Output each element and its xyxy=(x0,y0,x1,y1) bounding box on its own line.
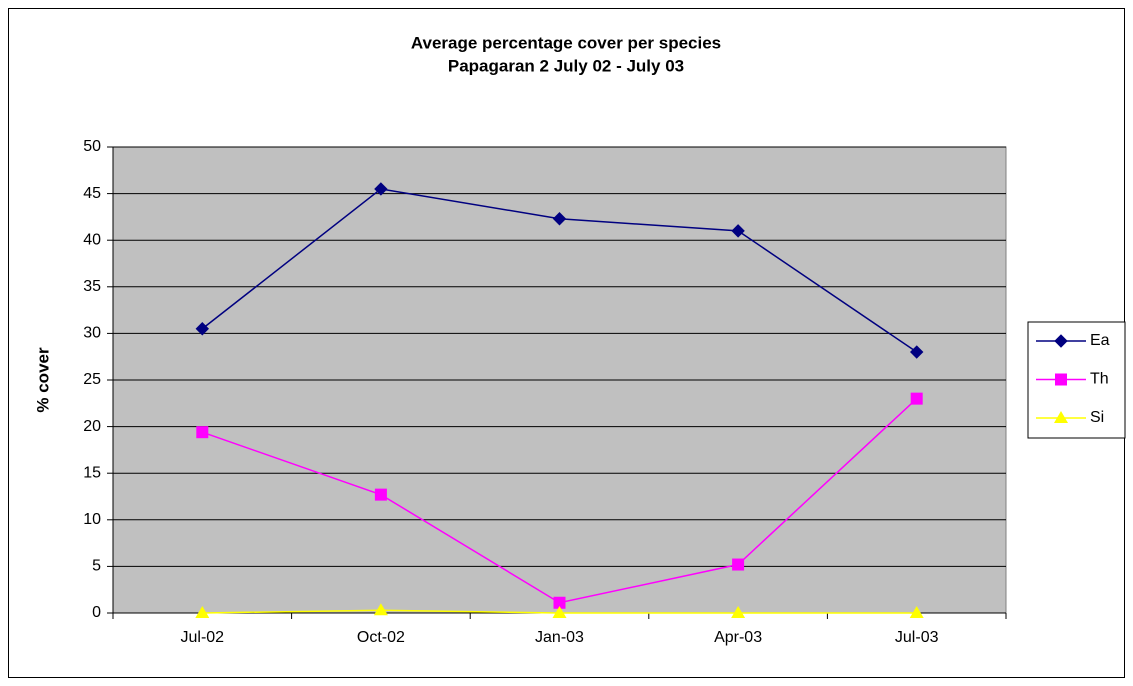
marker xyxy=(732,558,745,571)
marker xyxy=(374,488,387,501)
marker xyxy=(909,345,924,359)
marker xyxy=(374,182,388,196)
y-tick-label: 30 xyxy=(83,325,101,342)
marker xyxy=(1054,334,1068,348)
y-tick-label: 40 xyxy=(83,231,101,248)
y-tick-label: 10 xyxy=(83,511,101,528)
legend-label: Si xyxy=(1090,409,1104,426)
y-tick-label: 45 xyxy=(83,185,101,202)
marker xyxy=(553,596,566,609)
marker xyxy=(195,322,210,336)
marker xyxy=(552,212,567,226)
x-tick-label: Jul-03 xyxy=(895,629,939,646)
x-tick-label: Jul-02 xyxy=(181,629,225,646)
y-tick-label: 5 xyxy=(92,558,101,575)
marker xyxy=(731,224,745,238)
y-tick-label: 25 xyxy=(83,371,101,388)
marker xyxy=(909,606,924,618)
marker xyxy=(731,606,746,618)
marker xyxy=(552,606,567,618)
y-tick-label: 15 xyxy=(83,464,101,481)
y-axis-label: % cover xyxy=(33,347,52,413)
y-tick-label: 35 xyxy=(83,278,101,295)
marker xyxy=(1054,411,1068,423)
y-tick-label: 50 xyxy=(83,138,101,155)
y-tick-label: 0 xyxy=(92,604,101,621)
marker xyxy=(373,603,388,616)
marker xyxy=(910,392,923,405)
legend-label: Th xyxy=(1090,371,1109,388)
marker xyxy=(195,606,210,618)
y-tick-label: 20 xyxy=(83,418,101,435)
legend-label: Ea xyxy=(1090,332,1110,349)
marker xyxy=(1055,373,1067,386)
marker xyxy=(196,426,209,439)
x-tick-label: Oct-02 xyxy=(357,629,405,646)
chart-title: Average percentage cover per species xyxy=(411,33,721,52)
chart-subtitle: Papagaran 2 July 02 - July 03 xyxy=(448,56,684,75)
x-tick-label: Apr-03 xyxy=(714,629,762,646)
x-tick-label: Jan-03 xyxy=(535,629,584,646)
